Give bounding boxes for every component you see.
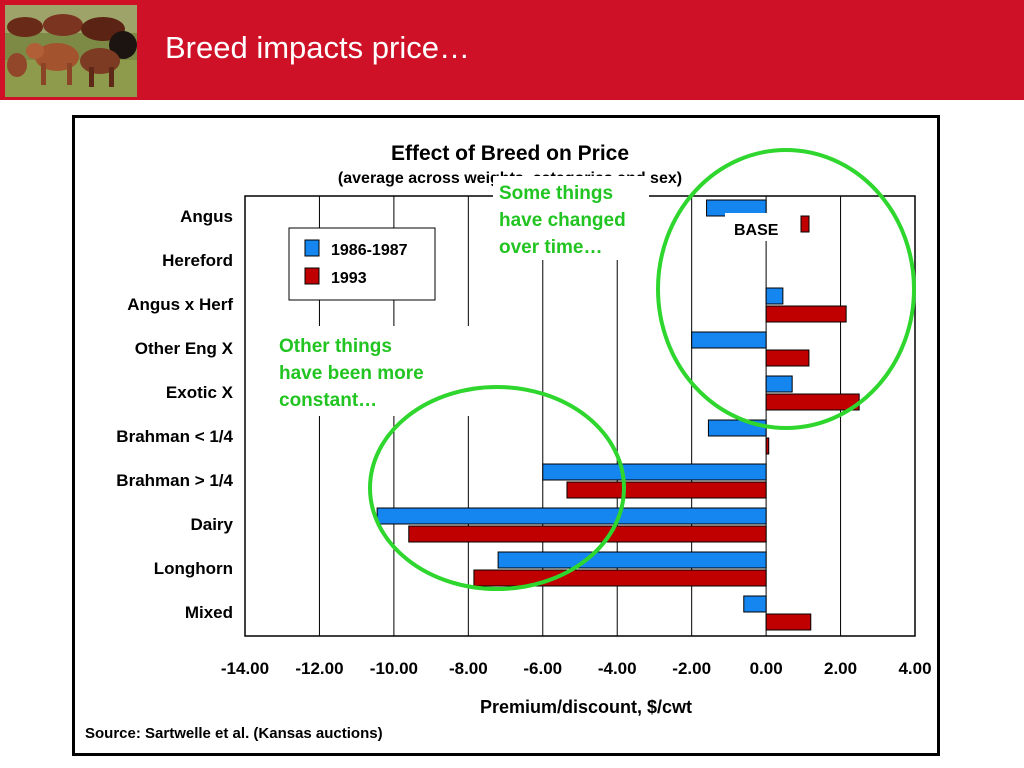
bar-mixed-1993 bbox=[765, 613, 812, 631]
annotation-constant-line-3: constant… bbox=[279, 390, 377, 411]
chart-title: Effect of Breed on Price bbox=[391, 142, 629, 165]
bar-other-eng-x-1986-1987 bbox=[691, 331, 767, 349]
slide-header: Breed impacts price… bbox=[0, 0, 1024, 100]
base-annotation: BASE bbox=[725, 213, 810, 241]
bar-mixed-1986-1987 bbox=[743, 595, 767, 613]
category-label-brahman-1-4: Brahman < 1/4 bbox=[116, 427, 233, 446]
category-label-angus: Angus bbox=[180, 207, 233, 226]
annotation-constant: Other things have been more constant… bbox=[275, 326, 469, 416]
annotation-changed-line-1: Some things bbox=[499, 183, 613, 204]
source-note: Source: Sartwelle et al. (Kansas auction… bbox=[85, 725, 383, 742]
slide-title: Breed impacts price… bbox=[165, 30, 470, 65]
cattle-photo bbox=[5, 5, 137, 97]
highlight-circle-changed bbox=[656, 148, 916, 430]
annotation-changed-line-2: have changed bbox=[499, 210, 626, 231]
bar-brahman-1-4-1993 bbox=[566, 481, 767, 499]
category-label-longhorn: Longhorn bbox=[154, 559, 233, 578]
highlight-circle-constant bbox=[368, 385, 626, 591]
x-tick-label: -8.00 bbox=[449, 659, 488, 678]
annotation-changed: Some things have changed over time… bbox=[493, 176, 649, 260]
x-tick-label: -6.00 bbox=[523, 659, 562, 678]
base-marker bbox=[800, 215, 810, 233]
category-label-mixed: Mixed bbox=[185, 603, 233, 622]
bar-brahman-1-4-1986-1987 bbox=[707, 419, 767, 437]
chart-frame: Effect of Breed on Price (average across… bbox=[72, 115, 940, 756]
x-tick-label: -2.00 bbox=[672, 659, 711, 678]
bar-exotic-x-1986-1987 bbox=[765, 375, 793, 393]
category-label-hereford: Hereford bbox=[162, 251, 233, 270]
bar-angus-x-herf-1986-1987 bbox=[765, 287, 784, 305]
x-tick-label: -4.00 bbox=[598, 659, 637, 678]
annotation-changed-line-3: over time… bbox=[499, 237, 602, 258]
svg-text:Other things have been: Other things have been more constant… bbox=[279, 336, 429, 411]
base-label: BASE bbox=[734, 222, 779, 239]
bar-dairy-1986-1987 bbox=[376, 507, 767, 525]
cattle-image-icon bbox=[5, 5, 137, 97]
x-axis-label: Premium/discount, $/cwt bbox=[480, 697, 692, 717]
annotation-constant-line-1: Other things bbox=[279, 336, 392, 357]
category-label-other-eng-x: Other Eng X bbox=[135, 339, 234, 358]
bar-brahman-1-4-1986-1987 bbox=[542, 463, 767, 481]
bar-longhorn-1993 bbox=[473, 569, 767, 587]
legend-swatch-1993 bbox=[304, 267, 320, 285]
x-tick-label: -10.00 bbox=[370, 659, 418, 678]
category-label-dairy: Dairy bbox=[190, 515, 233, 534]
legend-swatch-1986-1987 bbox=[304, 239, 320, 257]
bar-brahman-1-4-1993 bbox=[765, 437, 770, 455]
bar-other-eng-x-1993 bbox=[765, 349, 810, 367]
chart-legend: 1986-1987 1993 bbox=[288, 227, 436, 301]
breed-price-chart: Effect of Breed on Price (average across… bbox=[85, 142, 932, 742]
bar-dairy-1993 bbox=[408, 525, 767, 543]
legend-label-1986-1987: 1986-1987 bbox=[331, 242, 408, 259]
x-tick-label: 0.00 bbox=[750, 659, 783, 678]
bar-longhorn-1986-1987 bbox=[497, 551, 767, 569]
category-label-angus-x-herf: Angus x Herf bbox=[127, 295, 233, 314]
x-tick-label: -12.00 bbox=[295, 659, 343, 678]
bar-exotic-x-1993 bbox=[765, 393, 860, 411]
legend-label-1993: 1993 bbox=[331, 270, 367, 287]
bar-angus-x-herf-1993 bbox=[765, 305, 847, 323]
svg-text:Some things have chang: Some things have changed over time… bbox=[499, 183, 631, 258]
x-tick-label: 4.00 bbox=[898, 659, 931, 678]
x-tick-label: 2.00 bbox=[824, 659, 857, 678]
category-label-brahman-1-4: Brahman > 1/4 bbox=[116, 471, 233, 490]
annotation-constant-line-2: have been more bbox=[279, 363, 424, 384]
category-label-exotic-x: Exotic X bbox=[166, 383, 234, 402]
x-tick-label: -14.00 bbox=[221, 659, 269, 678]
